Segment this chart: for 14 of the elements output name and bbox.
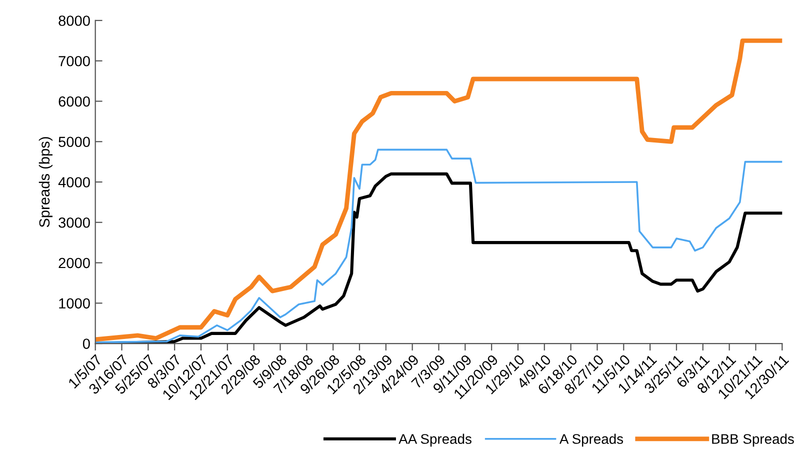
legend-label: BBB Spreads xyxy=(712,434,794,447)
y-tick-label: 2000 xyxy=(58,258,90,268)
y-tick-label: 1000 xyxy=(59,298,90,309)
y-axis-title: Spreads (bps) xyxy=(38,137,52,228)
y-tick-label: 5000 xyxy=(58,136,90,148)
y-tick-label: 7000 xyxy=(58,56,90,66)
line-series xyxy=(95,38,782,342)
y-tick-label: 6000 xyxy=(58,96,90,107)
y-tick-label: 3000 xyxy=(58,217,90,228)
y-tick-label: 8000 xyxy=(58,16,90,26)
legend-label: A Spreads xyxy=(559,434,624,447)
y-tick-label: 0 xyxy=(82,338,90,349)
legend-label: AA Spreads xyxy=(398,434,472,447)
y-tick-label: 4000 xyxy=(58,177,90,188)
